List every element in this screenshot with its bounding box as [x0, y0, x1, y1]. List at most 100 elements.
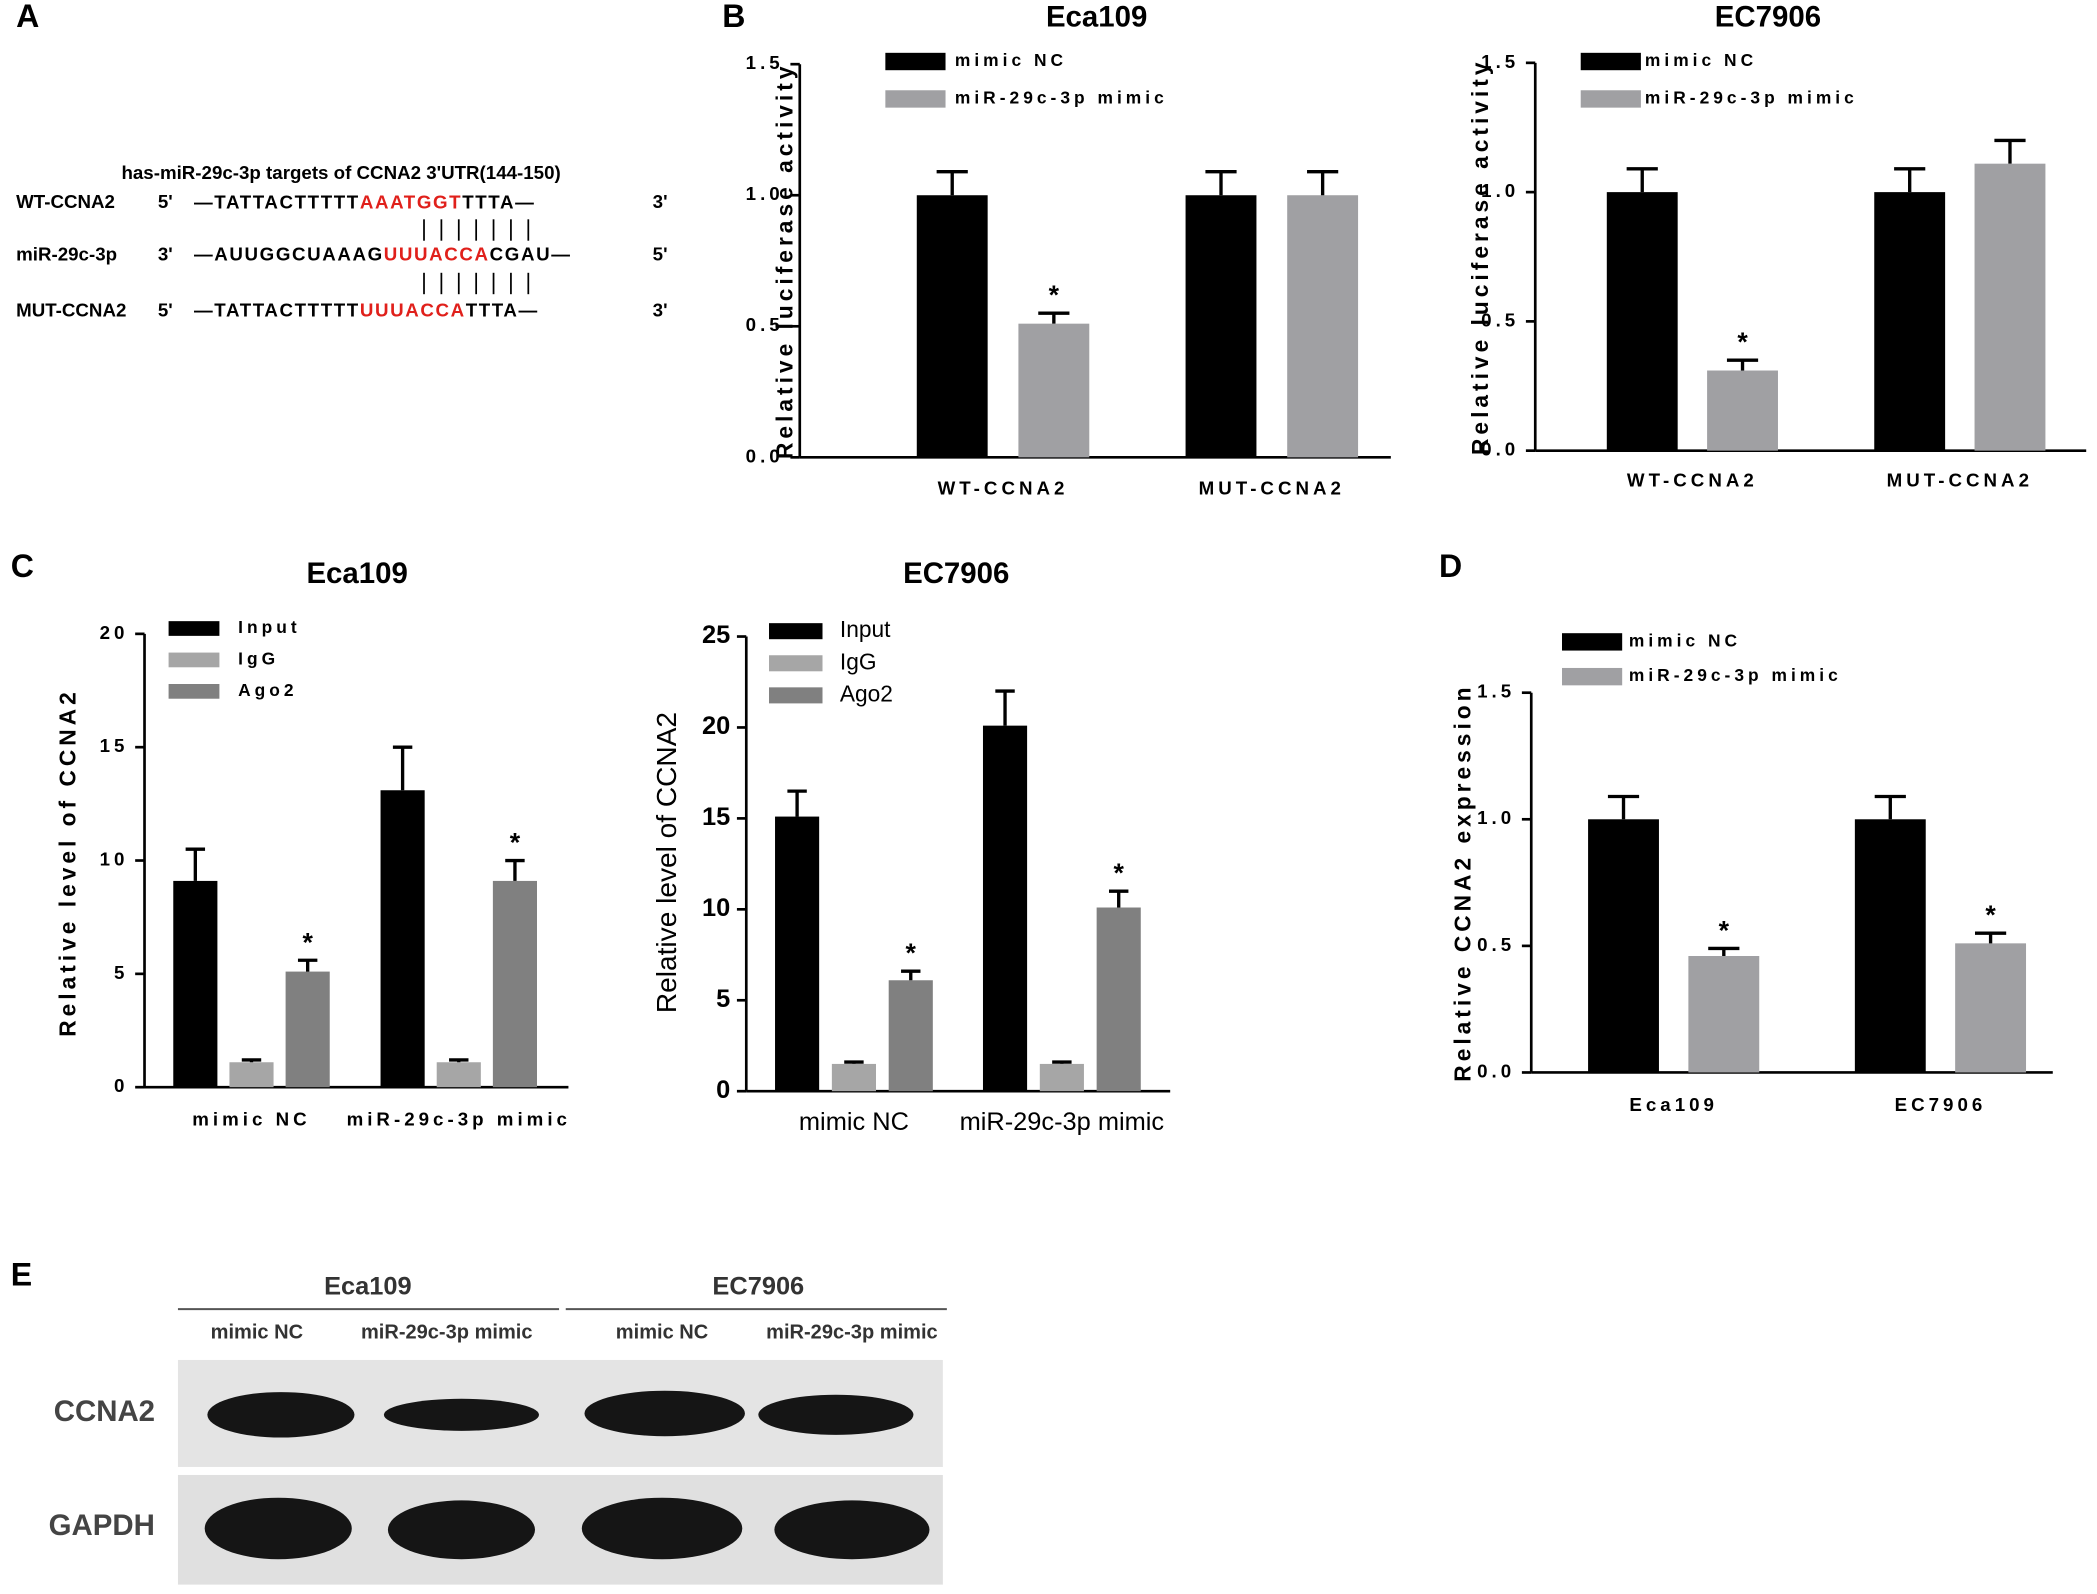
bar [1287, 195, 1359, 458]
error-bar [449, 1058, 469, 1063]
legend-swatch [885, 90, 946, 108]
blot-group: EC7906 [712, 1272, 804, 1300]
bar [436, 1062, 481, 1088]
bar [229, 1062, 274, 1088]
sequence-name: MUT-CCNA2 [16, 300, 126, 321]
y-tick-label: 5 [716, 985, 730, 1013]
sequence-part: —TATTACTTTTT [194, 191, 360, 212]
bar [173, 880, 218, 1088]
legend-label: IgG [238, 649, 279, 669]
significance: * [1114, 858, 1125, 888]
chart-title: EC7906 [903, 557, 1009, 590]
error-bar [1205, 169, 1237, 196]
bar [1039, 1063, 1084, 1092]
bar [1974, 163, 2046, 451]
significance: * [302, 927, 313, 957]
y-tick-label: 25 [702, 621, 730, 649]
bar [1688, 956, 1760, 1073]
significance: * [906, 938, 917, 968]
legend-swatch [885, 52, 946, 71]
bar [888, 980, 933, 1092]
legend-swatch [1562, 667, 1623, 686]
y-tick-label: 5 [114, 962, 128, 983]
bar [1588, 819, 1659, 1073]
error-bar [1726, 358, 1759, 371]
significance: * [1985, 900, 1996, 930]
bar [1955, 943, 2027, 1073]
error-bar [844, 1060, 864, 1064]
y-tick-label: 0 [114, 1075, 128, 1096]
panel-label: A [16, 0, 39, 34]
bar [1874, 192, 1946, 451]
x-tick-label: miR-29c-3p mimic [960, 1108, 1165, 1136]
error-bar [1708, 946, 1740, 957]
legend-label: mimic NC [1629, 630, 1741, 650]
error-bar [995, 689, 1015, 726]
x-tick-label: WT-CCNA2 [1627, 469, 1758, 490]
legend-label: mimic NC [955, 50, 1067, 70]
sequence: —AUUGGCUAAAGUUUACCACGAU— [194, 243, 572, 264]
legend-swatch [168, 684, 220, 699]
sequence-name: miR-29c-3p [16, 243, 117, 264]
lane-label: mimic NC [616, 1322, 708, 1344]
sequence-rows: WT-CCNA2 5' —TATTACTTTTTAAATGGTTTTA— 3'miR-… [16, 191, 667, 320]
sequence-part: TTTA— [466, 300, 539, 321]
panel-label: B [722, 0, 745, 34]
bar [1018, 323, 1090, 458]
chart-title: Eca109 [306, 557, 407, 590]
bar [775, 816, 820, 1092]
y-axis-label: Relative level of CCNA2 [651, 712, 682, 1013]
sequence-end: 5' [158, 191, 173, 212]
error-bar [1607, 794, 1640, 820]
legend-label: miR-29c-3p mimic [1645, 88, 1858, 108]
bar [285, 971, 330, 1088]
binding-site: UUUACCA [360, 300, 466, 321]
x-tick-label: EC7906 [1895, 1094, 1987, 1115]
panel-label: C [11, 548, 34, 584]
error-bar [1874, 794, 1906, 820]
legend-label: Input [840, 616, 891, 642]
y-tick-label: 15 [702, 803, 730, 831]
legend-label: Input [238, 617, 301, 637]
error-bar [787, 789, 807, 817]
legend-swatch [1580, 52, 1641, 71]
y-tick-label: 0 [716, 1076, 730, 1104]
blot-group: Eca109 [324, 1272, 412, 1300]
y-tick-label: 0.5 [1477, 934, 1515, 955]
y-tick-label: 1.0 [1477, 807, 1515, 828]
error-bar [936, 169, 968, 196]
error-bar [1108, 889, 1129, 908]
y-tick-label: 1.0 [746, 183, 784, 204]
bar [492, 880, 538, 1088]
sequence-end: 3' [653, 191, 668, 212]
legend-swatch [769, 687, 823, 704]
bar [380, 790, 425, 1088]
error-bar [1307, 169, 1339, 196]
error-bar [901, 969, 921, 981]
lane-label: mimic NC [211, 1322, 303, 1344]
sequence: —TATTACTTTTTUUUACCATTTA— [194, 300, 539, 321]
y-tick-label: 1.5 [1477, 681, 1515, 702]
legend-swatch [769, 623, 823, 640]
x-tick-label: Eca109 [1629, 1094, 1718, 1115]
legend-swatch [1580, 90, 1641, 108]
blot-row-label: GAPDH [49, 1509, 155, 1542]
significance: * [1737, 327, 1748, 357]
x-tick-label: mimic NC [192, 1109, 310, 1130]
y-axis-label: Relative luciferase activity [771, 63, 797, 459]
sequence-end: 5' [158, 300, 173, 321]
y-tick-label: 1.5 [1481, 51, 1519, 72]
significance: * [1719, 915, 1730, 945]
legend-label: mimic NC [1645, 50, 1757, 70]
error-bar [392, 745, 413, 791]
y-axis-label: Relative luciferase activity [1467, 59, 1493, 455]
legend-swatch [168, 621, 220, 636]
bar [1096, 907, 1141, 1092]
bar [1854, 819, 1926, 1073]
x-tick-label: WT-CCNA2 [938, 477, 1069, 498]
binding-site: AAATGGT [360, 191, 462, 212]
binding-site: UUUACCA [384, 243, 490, 264]
sequence-part: TTTA— [462, 191, 535, 212]
error-bar [1974, 931, 2007, 944]
